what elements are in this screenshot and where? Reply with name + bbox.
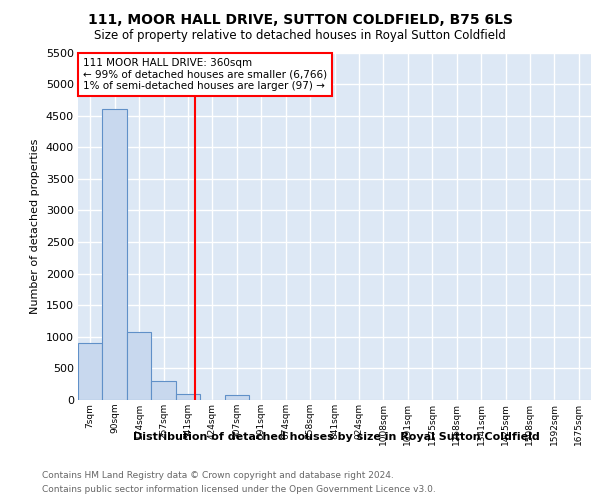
Text: Contains public sector information licensed under the Open Government Licence v3: Contains public sector information licen… [42, 485, 436, 494]
Bar [127, 332, 151, 400]
Bar [176, 394, 200, 400]
Text: Contains HM Land Registry data © Crown copyright and database right 2024.: Contains HM Land Registry data © Crown c… [42, 471, 394, 480]
Text: 111, MOOR HALL DRIVE, SUTTON COLDFIELD, B75 6LS: 111, MOOR HALL DRIVE, SUTTON COLDFIELD, … [88, 12, 512, 26]
Bar [103, 110, 127, 400]
Bar [224, 396, 249, 400]
Text: Size of property relative to detached houses in Royal Sutton Coldfield: Size of property relative to detached ho… [94, 29, 506, 42]
Bar [151, 381, 176, 400]
Text: Distribution of detached houses by size in Royal Sutton Coldfield: Distribution of detached houses by size … [133, 432, 539, 442]
Bar [78, 343, 103, 400]
Text: 111 MOOR HALL DRIVE: 360sqm
← 99% of detached houses are smaller (6,766)
1% of s: 111 MOOR HALL DRIVE: 360sqm ← 99% of det… [83, 58, 327, 91]
Y-axis label: Number of detached properties: Number of detached properties [30, 138, 40, 314]
